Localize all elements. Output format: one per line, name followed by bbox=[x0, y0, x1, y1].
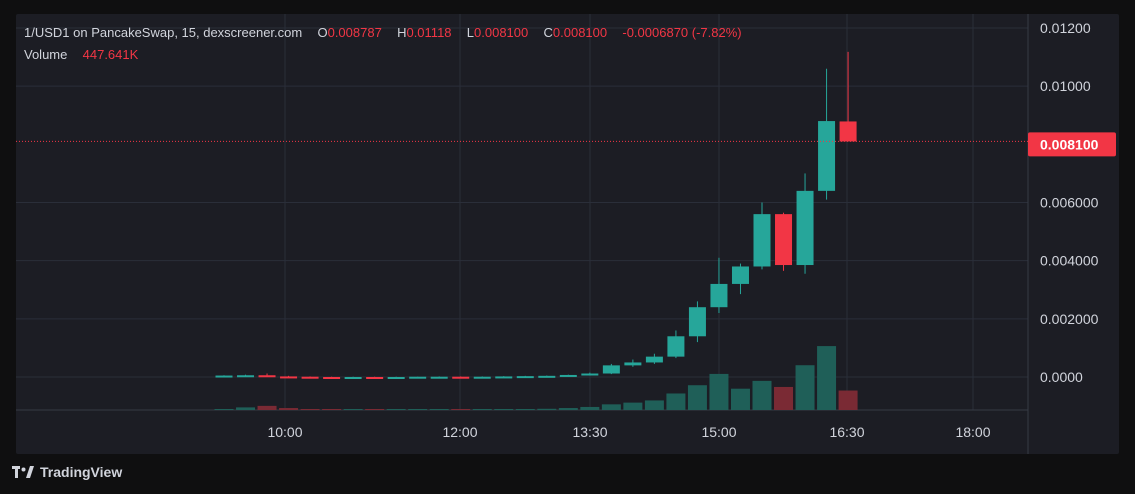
chart-panel[interactable] bbox=[16, 14, 1119, 454]
candle-body[interactable] bbox=[430, 376, 448, 379]
candle-body[interactable] bbox=[280, 376, 298, 379]
time-tick-label: 10:00 bbox=[267, 424, 302, 440]
volume-bar bbox=[580, 406, 600, 410]
candle-body[interactable] bbox=[775, 214, 793, 266]
candle-body[interactable] bbox=[796, 190, 814, 266]
candle-body[interactable] bbox=[344, 377, 362, 379]
candle-body[interactable] bbox=[581, 373, 599, 376]
candle-body[interactable] bbox=[645, 356, 663, 363]
candle-body[interactable] bbox=[731, 266, 749, 284]
volume-bar bbox=[644, 400, 664, 410]
volume-bar bbox=[730, 388, 750, 410]
volume-bar bbox=[537, 408, 557, 410]
volume-bar bbox=[838, 390, 858, 410]
open-value: 0.008787 bbox=[327, 25, 382, 40]
volume-bar bbox=[472, 409, 492, 410]
last-price-label: 0.008100 bbox=[1040, 136, 1099, 152]
price-axis[interactable]: 0.01200 0.01000 0.008100 0.006000 0.004000 0.… bbox=[1028, 20, 1116, 385]
volume-bar bbox=[558, 408, 578, 410]
volume-bar bbox=[623, 402, 643, 410]
volume-bar bbox=[386, 409, 406, 410]
candle-body[interactable] bbox=[839, 121, 857, 142]
candle-body[interactable] bbox=[516, 376, 534, 379]
volume-label: Volume bbox=[24, 47, 68, 62]
candle-body[interactable] bbox=[538, 375, 556, 378]
volume-bar bbox=[257, 405, 277, 410]
candle-body[interactable] bbox=[473, 376, 491, 379]
volume-bars bbox=[214, 346, 858, 410]
volume-bar bbox=[236, 407, 256, 410]
chart-legend: 1/USD1 on PancakeSwap, 15, dexscreener.c… bbox=[24, 24, 742, 68]
price-tick-label: 0.01200 bbox=[1040, 20, 1091, 36]
close-label: C bbox=[543, 25, 553, 40]
volume-bar bbox=[752, 380, 772, 410]
volume-bar bbox=[601, 404, 621, 410]
high-value: 0.01118 bbox=[406, 25, 452, 40]
time-tick-label: 12:00 bbox=[442, 424, 477, 440]
volume-bar bbox=[451, 409, 471, 410]
price-tick-label: 0.0000 bbox=[1040, 369, 1083, 385]
volume-bar bbox=[817, 346, 837, 410]
volume-value: 447.641K bbox=[82, 47, 139, 62]
time-axis[interactable]: 10:00 12:00 13:30 15:00 16:30 18:00 bbox=[267, 424, 990, 440]
volume-bar bbox=[365, 409, 385, 410]
change-value: -0.0006870 (-7.82%) bbox=[622, 25, 742, 40]
volume-bar bbox=[494, 409, 514, 410]
price-tick-label: 0.004000 bbox=[1040, 253, 1099, 269]
volume-bar bbox=[795, 365, 815, 410]
candle-body[interactable] bbox=[387, 377, 405, 379]
volume-bar bbox=[279, 408, 299, 410]
candle-body[interactable] bbox=[323, 377, 341, 379]
candle-body[interactable] bbox=[237, 375, 255, 378]
brand-name: TradingView bbox=[40, 464, 123, 480]
candle-body[interactable] bbox=[366, 377, 384, 379]
volume-bar bbox=[709, 373, 729, 410]
volume-bar bbox=[300, 409, 320, 410]
symbol-title[interactable]: 1/USD1 on PancakeSwap, 15, dexscreener.c… bbox=[24, 25, 303, 40]
time-tick-label: 15:00 bbox=[701, 424, 736, 440]
low-label: L bbox=[466, 25, 475, 40]
candle-body[interactable] bbox=[753, 214, 771, 267]
candle-body[interactable] bbox=[624, 362, 642, 366]
candle-body[interactable] bbox=[602, 365, 620, 374]
price-tick-label: 0.002000 bbox=[1040, 311, 1099, 327]
volume-bar bbox=[429, 409, 449, 410]
volume-bar bbox=[687, 385, 707, 410]
time-tick-label: 18:00 bbox=[955, 424, 990, 440]
candle-body[interactable] bbox=[215, 375, 233, 378]
candle-body[interactable] bbox=[258, 375, 276, 378]
volume-bar bbox=[515, 409, 535, 410]
tradingview-branding[interactable]: TradingView bbox=[12, 462, 122, 482]
high-label: H bbox=[397, 25, 407, 40]
close-value: 0.008100 bbox=[552, 25, 608, 40]
candle-body[interactable] bbox=[710, 283, 728, 308]
price-tick-label: 0.01000 bbox=[1040, 78, 1091, 94]
tradingview-logo-icon bbox=[12, 466, 34, 478]
grid-lines bbox=[16, 14, 1029, 454]
candle-body[interactable] bbox=[818, 121, 836, 191]
candle-body[interactable] bbox=[667, 336, 685, 357]
volume-bar bbox=[322, 409, 342, 410]
candle-body[interactable] bbox=[559, 374, 577, 377]
candle-body[interactable] bbox=[452, 376, 470, 379]
volume-bar bbox=[214, 409, 234, 410]
candle-body[interactable] bbox=[301, 376, 319, 379]
open-label: O bbox=[317, 25, 328, 40]
candle-body[interactable] bbox=[409, 376, 427, 379]
candle-body[interactable] bbox=[495, 376, 513, 379]
volume-bar bbox=[666, 393, 686, 410]
last-price-tag[interactable]: 0.008100 bbox=[1028, 132, 1116, 157]
low-value: 0.008100 bbox=[474, 25, 529, 40]
last-price-tag-bg bbox=[1028, 132, 1116, 157]
time-tick-label: 16:30 bbox=[829, 424, 864, 440]
volume-bar bbox=[774, 386, 794, 410]
time-tick-label: 13:30 bbox=[572, 424, 607, 440]
price-tick-label: 0.006000 bbox=[1040, 195, 1099, 211]
volume-bar bbox=[343, 409, 363, 410]
candle-body[interactable] bbox=[688, 307, 706, 337]
candles[interactable] bbox=[215, 51, 857, 379]
volume-bar bbox=[408, 409, 428, 410]
